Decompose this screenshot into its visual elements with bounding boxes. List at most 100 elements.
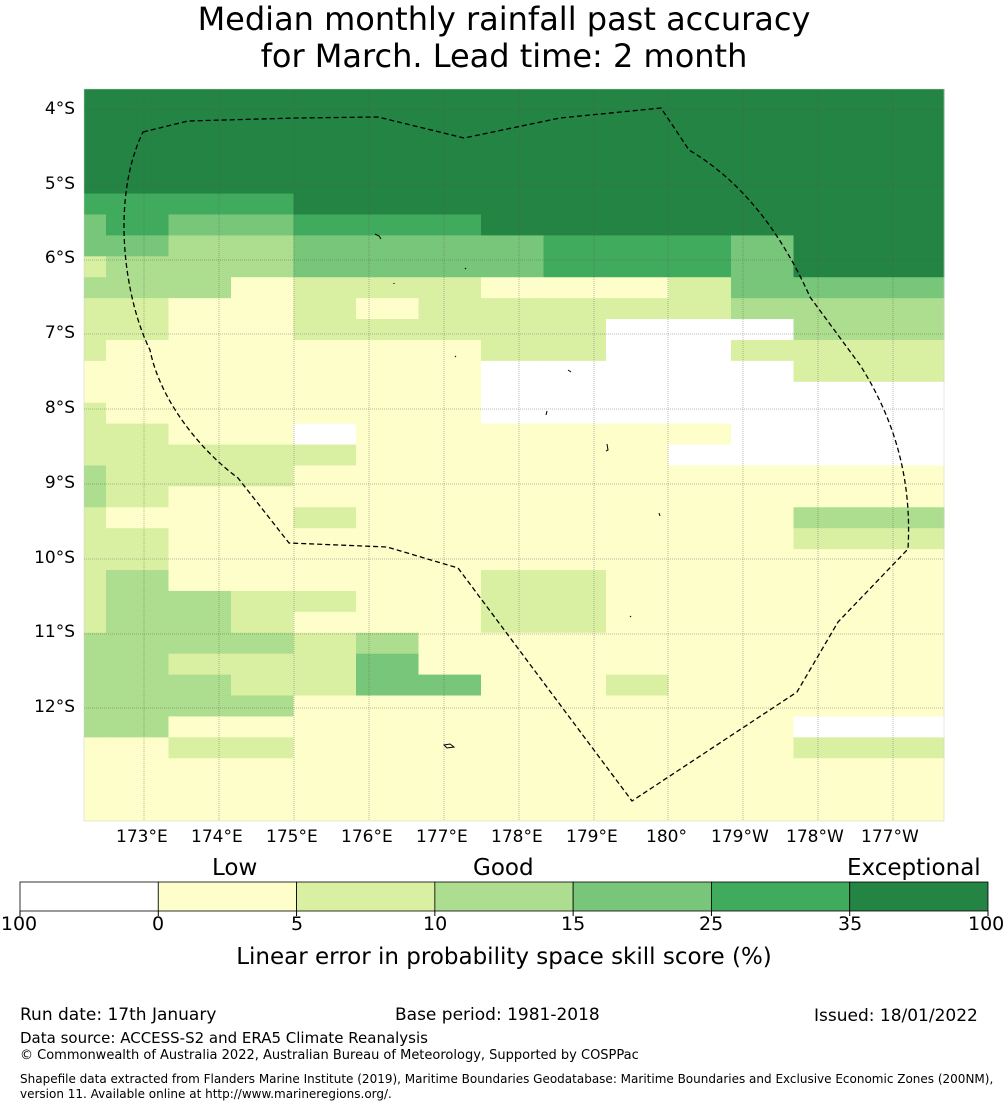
- grid-cell: [418, 486, 482, 508]
- grid-cell: [481, 381, 544, 404]
- grid-cell: [84, 465, 107, 487]
- grid-cell: [543, 130, 607, 153]
- grid-cell: [84, 381, 107, 404]
- grid-cell: [356, 235, 419, 257]
- grid-cell: [793, 89, 945, 111]
- grid-cell: [106, 570, 169, 592]
- grid-cell: [731, 549, 794, 571]
- grid-cell: [606, 465, 669, 487]
- grid-cell: [293, 130, 357, 153]
- grid-cell: [231, 339, 294, 362]
- grid-cell: [293, 632, 357, 655]
- grid-cell: [668, 507, 732, 529]
- grid-cell: [793, 298, 945, 320]
- grid-cell: [481, 172, 544, 195]
- lat-label-8s: 8°S: [44, 398, 75, 418]
- grid-cell: [543, 172, 607, 195]
- grid-cell: [84, 611, 107, 634]
- grid-cell: [231, 465, 294, 487]
- colorbar-tick-15: 15: [561, 913, 586, 935]
- grid-cell: [356, 653, 419, 676]
- grid-cell: [168, 319, 232, 341]
- grid-cell: [293, 193, 357, 215]
- grid-cell: [606, 360, 669, 383]
- grid-cell: [606, 89, 669, 111]
- grid-cell: [793, 339, 945, 362]
- grid-cell: [84, 570, 107, 592]
- grid-cell: [668, 298, 732, 320]
- grid-cell: [668, 549, 732, 571]
- grid-cell: [606, 570, 669, 592]
- grid-cell: [793, 402, 945, 425]
- grid-cell: [168, 444, 232, 466]
- grid-cell: [793, 465, 945, 487]
- grid-cell: [231, 632, 294, 655]
- grid-cell: [668, 89, 732, 111]
- grid-cell: [793, 758, 945, 780]
- grid-cell: [543, 151, 607, 174]
- grid-cell: [606, 528, 669, 550]
- grid-cell: [106, 486, 169, 508]
- grid-cell: [731, 695, 794, 717]
- grid-cell: [543, 737, 607, 759]
- grid-cell: [731, 423, 794, 446]
- grid-cell: [84, 779, 107, 801]
- grid-cell: [168, 193, 232, 215]
- grid-cell: [481, 674, 544, 697]
- grid-cell: [731, 758, 794, 780]
- grid-cell: [418, 507, 482, 529]
- grid-cell: [356, 800, 419, 822]
- lon-label-177e: 177°E: [416, 827, 468, 847]
- grid-cell: [418, 716, 482, 738]
- grid-cell: [293, 319, 357, 341]
- grid-cell: [543, 193, 607, 215]
- grid-cell: [293, 737, 357, 759]
- grid-cell: [543, 800, 607, 822]
- lon-label-180: 180°: [646, 827, 687, 847]
- grid-cell: [668, 486, 732, 508]
- grid-cell: [106, 737, 169, 759]
- grid-cell: [731, 779, 794, 801]
- grid-cell: [84, 339, 107, 362]
- grid-cell: [668, 339, 732, 362]
- grid-cell: [543, 674, 607, 697]
- grid-cell: [731, 800, 794, 822]
- grid-cell: [293, 758, 357, 780]
- grid-cell: [293, 89, 357, 111]
- grid-cell: [418, 758, 482, 780]
- shapefile-credit-line-2: version 11. Available online at http://w…: [20, 1087, 392, 1101]
- grid-cell: [481, 339, 544, 362]
- grid-cell: [168, 716, 232, 738]
- grid-cell: [543, 256, 607, 278]
- grid-cell: [731, 737, 794, 759]
- grid-cell: [356, 298, 419, 320]
- lat-label-11s: 11°S: [34, 622, 75, 642]
- grid-cell: [731, 360, 794, 383]
- grid-cell: [668, 632, 732, 655]
- grid-cell: [668, 758, 732, 780]
- grid-cell: [606, 319, 669, 341]
- grid-cell: [293, 570, 357, 592]
- grid-cell: [543, 402, 607, 425]
- grid-cell: [231, 590, 294, 613]
- grid-cell: [84, 549, 107, 571]
- grid-cell: [481, 193, 544, 215]
- grid-cell: [731, 444, 794, 466]
- lon-label-179e: 179°E: [566, 827, 618, 847]
- grid-cell: [231, 298, 294, 320]
- grid-cell: [84, 298, 107, 320]
- grid-cell: [356, 695, 419, 717]
- grid-cell: [793, 632, 945, 655]
- grid-cell: [293, 423, 357, 446]
- grid-cell: [356, 193, 419, 215]
- grid-cell: [606, 172, 669, 195]
- grid-cell: [231, 360, 294, 383]
- grid-cell: [84, 235, 107, 257]
- grid-cell: [106, 339, 169, 362]
- grid-cell: [543, 570, 607, 592]
- grid-cell: [606, 486, 669, 508]
- lon-label-179w: 179°W: [711, 827, 769, 847]
- colorbar-bin: [19, 881, 159, 912]
- colorbar-tick-25: 25: [699, 913, 724, 935]
- grid-cell: [168, 779, 232, 801]
